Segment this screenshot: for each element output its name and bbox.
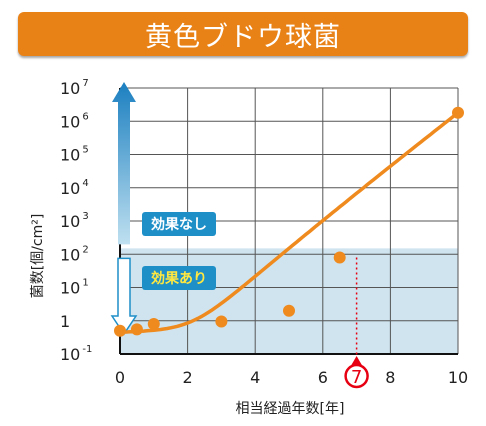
- x-tick-label: 4: [250, 368, 260, 387]
- chart-title: 黄色ブドウ球菌: [145, 21, 341, 53]
- y-tick-label: 10 2: [60, 244, 89, 264]
- y-tick-label: 10 5: [60, 145, 89, 165]
- data-point: [333, 251, 346, 264]
- x-tick-label: 6: [318, 368, 328, 387]
- y-tick-label: 10 3: [60, 211, 89, 231]
- data-point: [215, 315, 228, 328]
- data-point: [147, 317, 160, 330]
- y-tick-label: 10 -1: [60, 344, 92, 364]
- y-axis-label: 菌数[個/cm²]: [30, 214, 46, 299]
- x-tick-label: 8: [385, 368, 395, 387]
- down-arrow-icon: [110, 257, 138, 336]
- data-point: [452, 106, 464, 119]
- data-point: [283, 304, 295, 317]
- y-tick-label: 10 6: [60, 111, 89, 131]
- y-tick-label: 10 4: [60, 178, 89, 198]
- highlight-label: 7: [351, 367, 362, 388]
- y-tick-label: 10 1: [60, 278, 89, 298]
- badge-not-effective: [142, 212, 216, 236]
- up-arrow-icon: [112, 82, 136, 245]
- fit-curve: [119, 111, 460, 335]
- title-banner: 黄色ブドウ球菌: [18, 12, 468, 56]
- highlight-circle: [344, 363, 369, 389]
- badge-effective-label: 効果あり: [151, 270, 207, 287]
- data-point: [130, 323, 143, 336]
- y-tick-label: 1: [60, 312, 70, 331]
- data-point: [114, 324, 126, 337]
- y-tick-label: 10 7: [60, 78, 89, 98]
- x-tick-label: 10: [448, 368, 468, 387]
- x-axis-label: 相当経過年数[年]: [236, 401, 345, 417]
- x-tick-label: 2: [183, 368, 193, 387]
- effective-zone: [120, 248, 458, 354]
- x-tick-label: 0: [115, 368, 125, 387]
- badge-not-effective-label: 効果なし: [151, 216, 207, 233]
- badge-effective: [142, 266, 216, 290]
